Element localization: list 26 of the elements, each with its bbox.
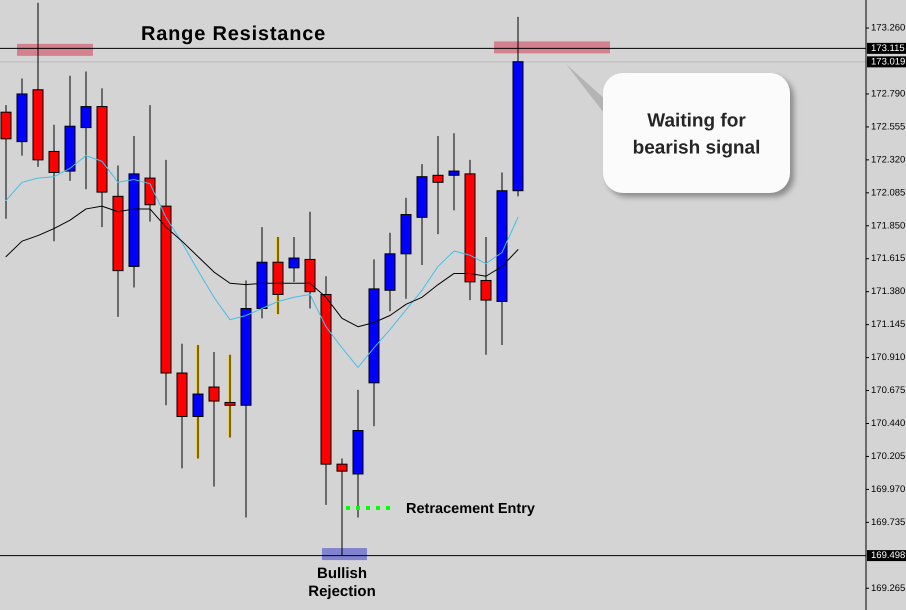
y-tick-label: 169.265 <box>871 582 906 594</box>
y-tick-label: 171.145 <box>871 319 906 330</box>
annotation: Retracement Entry <box>406 501 535 517</box>
candlestick <box>80 71 92 190</box>
y-tick-label: 170.440 <box>871 418 906 429</box>
y-tick-label: 172.085 <box>871 187 906 198</box>
y-tick-label: 170.675 <box>871 385 906 396</box>
annotation: Range Resistance <box>141 23 326 45</box>
y-tick-label: 173.260 <box>871 22 906 34</box>
y-tick-label: 172.790 <box>871 88 906 100</box>
y-tick-label: 172.320 <box>871 154 906 166</box>
line-series <box>6 155 518 368</box>
candlestick <box>208 351 220 488</box>
text: Waiting for bearish signal <box>632 110 760 158</box>
y-tick-label: 169.970 <box>871 484 906 495</box>
y-tick-label: 171.380 <box>871 286 906 298</box>
candlestick <box>448 132 460 211</box>
y-tick-label: 172.555 <box>871 121 906 132</box>
candlestick <box>288 236 300 282</box>
y-tick-label: 170.205 <box>871 450 906 462</box>
annotation: Bullish Rejection <box>308 565 376 600</box>
y-tick-label: 171.850 <box>871 220 906 232</box>
y-tick-label: 171.615 <box>871 253 906 264</box>
candlestick <box>432 136 444 235</box>
y-tick-label: 170.910 <box>871 352 906 364</box>
y-tick-label: 169.735 <box>871 516 906 528</box>
